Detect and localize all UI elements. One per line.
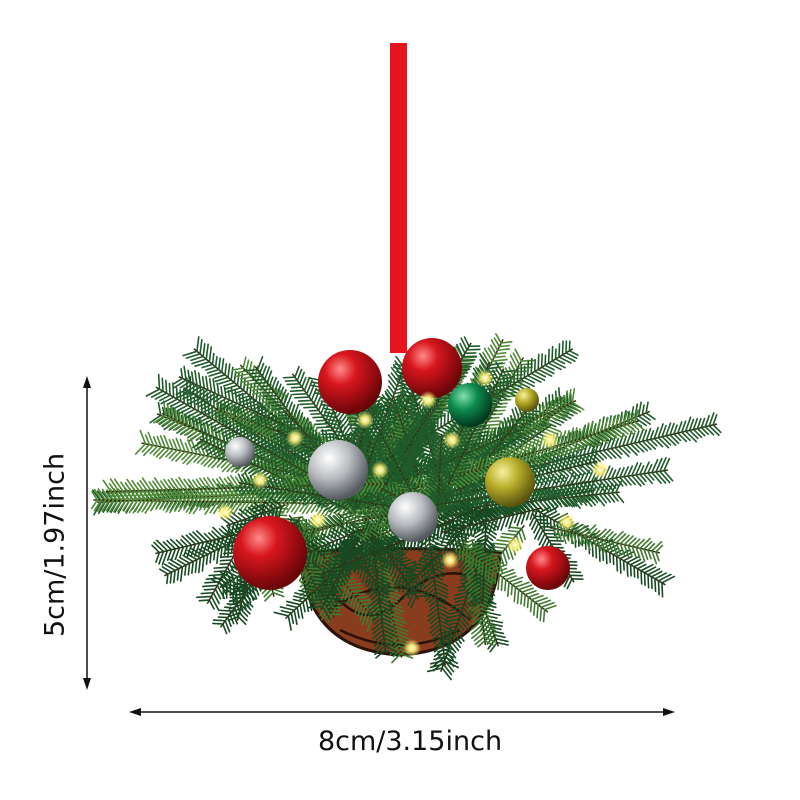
height-label: 5cm/1.97inch [39,452,71,638]
bauble-ornament [485,457,535,507]
fairy-light [506,536,524,554]
fairy-light [419,391,437,409]
fairy-light [216,503,234,521]
fairy-light [309,511,327,529]
bauble-ornament [448,383,492,427]
fairy-light [286,429,304,447]
fairy-light [356,411,374,429]
ornaments [225,338,570,590]
width-dimension-arrow [129,708,675,716]
bauble-ornament [225,437,255,467]
fairy-light [541,431,559,449]
fairy-light [371,461,389,479]
fairy-lights [216,369,609,657]
bauble-ornament [233,516,307,590]
fairy-light [558,513,576,531]
bauble-ornament [308,440,368,500]
fairy-light [403,639,421,657]
bauble-ornament [318,350,382,414]
fairy-light [251,471,269,489]
width-label: 8cm/3.15inch [317,726,503,757]
bauble-ornament [388,492,438,542]
fairy-light [591,461,609,479]
height-dimension-arrow [83,376,91,690]
bauble-ornament [526,546,570,590]
bauble-ornament [402,338,462,398]
ribbon [390,43,407,353]
bauble-ornament [515,388,539,412]
fairy-light [443,431,461,449]
fairy-light [441,551,459,569]
fairy-light [476,369,494,387]
